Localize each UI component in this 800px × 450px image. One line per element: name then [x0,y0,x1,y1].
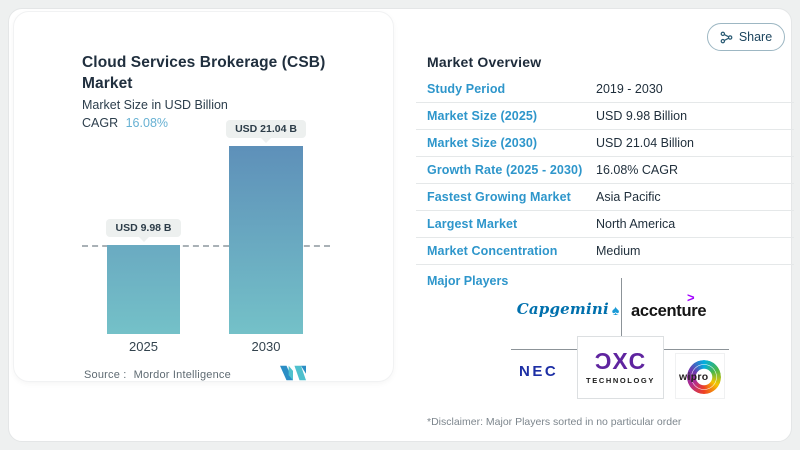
bar-2025[interactable] [107,245,180,334]
table-row-market-concentration: Market Concentration Medium [416,238,794,265]
disclaimer-text: *Disclaimer: Major Players sorted in no … [427,416,682,428]
nec-wordmark: NEC [519,362,559,380]
wipro-wordmark: wipro [679,371,709,383]
row-value: USD 21.04 Billion [596,136,694,150]
overview-panel: Share Market Overview Study Period 2019 … [416,9,794,441]
label-notch [138,237,149,242]
mordor-intelligence-logo [280,365,306,381]
bar-value-label-2030: USD 21.04 B [226,120,306,138]
row-label: Market Size (2025) [427,109,538,123]
overview-heading: Market Overview [427,54,542,70]
row-value: 16.08% CAGR [596,163,678,177]
table-row-market-size-2030: Market Size (2030) USD 21.04 Billion [416,130,794,157]
wipro-rainbow-ring-icon [687,360,721,394]
accenture-greater-than-icon: > [687,290,695,305]
row-label: Largest Market [427,217,518,231]
bar-column-2030: USD 21.04 B 2030 [226,120,306,354]
players-divider-vertical [621,278,622,336]
table-row-market-size-2025: Market Size (2025) USD 9.98 Billion [416,103,794,130]
x-axis-label-2025: 2025 [129,339,158,354]
dxc-wordmark: ƆXC [594,348,647,374]
chart-title: Cloud Services Brokerage (CSB) Market [82,52,372,94]
cagr-line: CAGR 16.08% [82,116,168,130]
accenture-logo: > accenture [631,290,726,323]
source-value: Mordor Intelligence [133,369,231,381]
dxc-technology-logo: ƆXC TECHNOLOGY [577,336,664,399]
x-axis-label-2030: 2030 [251,339,281,354]
bar-column-2025: USD 9.98 B 2025 [106,219,181,354]
main-card: Cloud Services Brokerage (CSB) Market Ma… [8,8,794,442]
row-label: Market Concentration [427,244,558,258]
major-players-label: Major Players [427,274,509,288]
chart-title-line1: Cloud Services Brokerage (CSB) [82,54,326,71]
row-label: Fastest Growing Market [427,190,571,204]
baseline-dashed-line [82,245,330,247]
share-button-label: Share [738,30,773,44]
source-line: Source : Mordor Intelligence [84,369,231,381]
capgemini-spade-icon: ♠ [611,302,620,318]
label-notch [261,138,271,143]
capgemini-logo: Capgemini ♠ [516,296,620,322]
source-label: Source : [84,369,127,381]
table-row-largest-market: Largest Market North America [416,211,794,238]
row-value: North America [596,217,676,231]
players-divider-horizontal-left [511,349,577,350]
row-label: Growth Rate (2025 - 2030) [427,163,583,177]
players-divider-horizontal-right [664,349,729,350]
row-label: Study Period [427,82,506,96]
bar-value-label-2025: USD 9.98 B [106,219,181,237]
overview-table: Study Period 2019 - 2030 Market Size (20… [416,76,794,265]
share-button[interactable]: Share [707,23,785,51]
capgemini-wordmark: Capgemini [516,300,609,318]
row-value: USD 9.98 Billion [596,109,688,123]
chart-card: Cloud Services Brokerage (CSB) Market Ma… [13,11,394,382]
chart-title-line2: Market [82,75,133,92]
table-row-fastest-growing-market: Fastest Growing Market Asia Pacific [416,184,794,211]
wipro-logo: wipro [675,353,725,399]
cagr-value: 16.08% [125,116,169,130]
share-nodes-icon [720,31,733,43]
cagr-label: CAGR [82,116,119,130]
row-value: Medium [596,244,641,258]
dxc-technology-wordmark: TECHNOLOGY [586,376,655,385]
row-value: Asia Pacific [596,190,661,204]
accenture-wordmark: accenture [631,302,707,320]
table-row-study-period: Study Period 2019 - 2030 [416,76,794,103]
nec-logo: NEC [519,361,575,381]
row-label: Market Size (2030) [427,136,538,150]
chart-subtitle: Market Size in USD Billion [82,98,228,112]
row-value: 2019 - 2030 [596,82,663,96]
bar-2030[interactable] [229,146,303,334]
table-row-growth-rate: Growth Rate (2025 - 2030) 16.08% CAGR [416,157,794,184]
